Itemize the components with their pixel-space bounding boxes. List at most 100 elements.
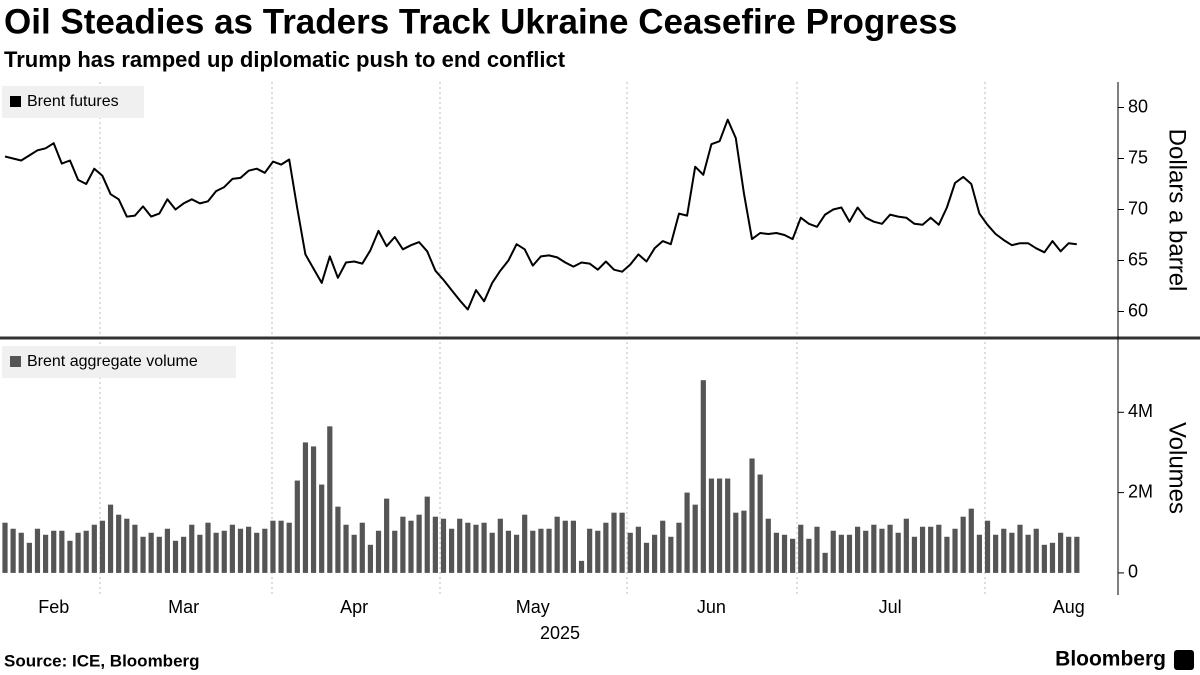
volume-bar (327, 426, 333, 573)
volume-bar (952, 528, 958, 573)
volume-bar (725, 478, 731, 573)
volume-bar (116, 514, 122, 573)
volume-bar (18, 532, 24, 573)
volume-bar (708, 478, 715, 573)
volume-bar (538, 528, 544, 573)
y-tick-label: 80 (1128, 96, 1148, 116)
chart-title: Oil Steadies as Traders Track Ukraine Ce… (4, 2, 957, 41)
volume-bar (668, 536, 674, 573)
volume-bar (1058, 532, 1064, 573)
volume-bar (489, 532, 495, 573)
volume-bar (781, 534, 788, 573)
volume-bar (246, 526, 252, 573)
volume-bar (619, 512, 625, 573)
volume-bar (278, 520, 284, 573)
volume-bar (790, 538, 796, 573)
volume-bar (830, 530, 836, 573)
volume-bar (221, 530, 227, 573)
x-tick-label: Feb (38, 597, 69, 617)
volume-bar (1041, 544, 1047, 573)
volume-bar (132, 524, 138, 573)
volume-bar (806, 538, 812, 573)
volume-bar (716, 478, 723, 573)
volume-bar (164, 528, 170, 573)
volume-bar (392, 530, 398, 573)
x-tick-label: Apr (340, 597, 368, 617)
x-tick-label: May (516, 597, 550, 617)
volume-bar (449, 528, 455, 573)
volume-bar (1009, 532, 1015, 573)
volume-bar (676, 522, 682, 573)
legend-box (2, 86, 144, 118)
volume-bar (351, 534, 357, 573)
x-tick-label: Jun (697, 597, 726, 617)
logo-icon (1174, 650, 1194, 670)
volume-bar (595, 530, 601, 573)
volume-bar (570, 520, 576, 573)
legend-box (2, 346, 236, 378)
logo: Bloomberg (1055, 648, 1166, 671)
volume-bar (181, 536, 187, 573)
y-tick-label: 65 (1128, 249, 1148, 269)
volume-bar (749, 458, 755, 573)
chart-subtitle: Trump has ramped up diplomatic push to e… (4, 47, 566, 72)
volume-bar (497, 518, 503, 573)
volume-bar (302, 442, 309, 573)
volume-bar (1033, 528, 1039, 573)
volume-bar (546, 528, 552, 573)
y-tick-label: 60 (1128, 300, 1148, 320)
volume-bar (684, 492, 690, 573)
x-axis-label: 2025 (540, 623, 580, 643)
volume-bar (513, 534, 520, 573)
volume-bar (262, 528, 268, 573)
volume-bar (83, 530, 89, 573)
volume-bar (522, 514, 528, 573)
x-tick-label: Jul (879, 597, 902, 617)
volume-bar (578, 560, 585, 573)
y-tick-label: 2M (1128, 481, 1153, 501)
volume-bar (359, 522, 365, 573)
volume-bar (99, 520, 106, 573)
volume-bar (936, 524, 942, 573)
volume-bar (254, 532, 260, 573)
legend-label: Brent futures (27, 93, 119, 110)
volume-bar (660, 520, 666, 573)
volume-bar (205, 522, 211, 573)
volume-bar (846, 534, 853, 573)
volume-bar (505, 530, 512, 573)
volume-bar (67, 540, 73, 573)
volume-bar (928, 526, 934, 573)
volume-bar (895, 532, 901, 573)
volume-bar (172, 540, 179, 573)
volume-bar (319, 484, 325, 573)
volume-bar (43, 534, 49, 573)
volume-bar (457, 518, 463, 573)
volume-bar (919, 526, 926, 573)
volume-bar (1017, 524, 1023, 573)
volume-bar (34, 528, 41, 573)
volume-bar (1049, 542, 1056, 573)
volume-bar (310, 446, 317, 573)
volume-bar (944, 536, 950, 573)
volume-bar (416, 514, 422, 573)
volume-bar (814, 526, 820, 573)
volume-bar (440, 518, 447, 573)
x-tick-label: Aug (1053, 597, 1085, 617)
volume-bar (1074, 536, 1080, 573)
volume-bar (911, 536, 918, 573)
volume-bar (855, 526, 861, 573)
volume-bar (156, 536, 162, 573)
volume-bar (838, 534, 844, 573)
volume-bar (960, 516, 966, 573)
volume-bar (635, 526, 641, 573)
volume-bar (286, 522, 292, 573)
volume-bar (887, 524, 893, 573)
y-axis-label: Dollars a barrel (1164, 129, 1191, 292)
volume-bar (384, 498, 390, 573)
volume-bar (294, 480, 300, 573)
volume-bar (603, 522, 609, 573)
volume-bar (229, 524, 235, 573)
y-axis-label: Volumes (1164, 422, 1191, 514)
volume-bar (335, 506, 341, 573)
